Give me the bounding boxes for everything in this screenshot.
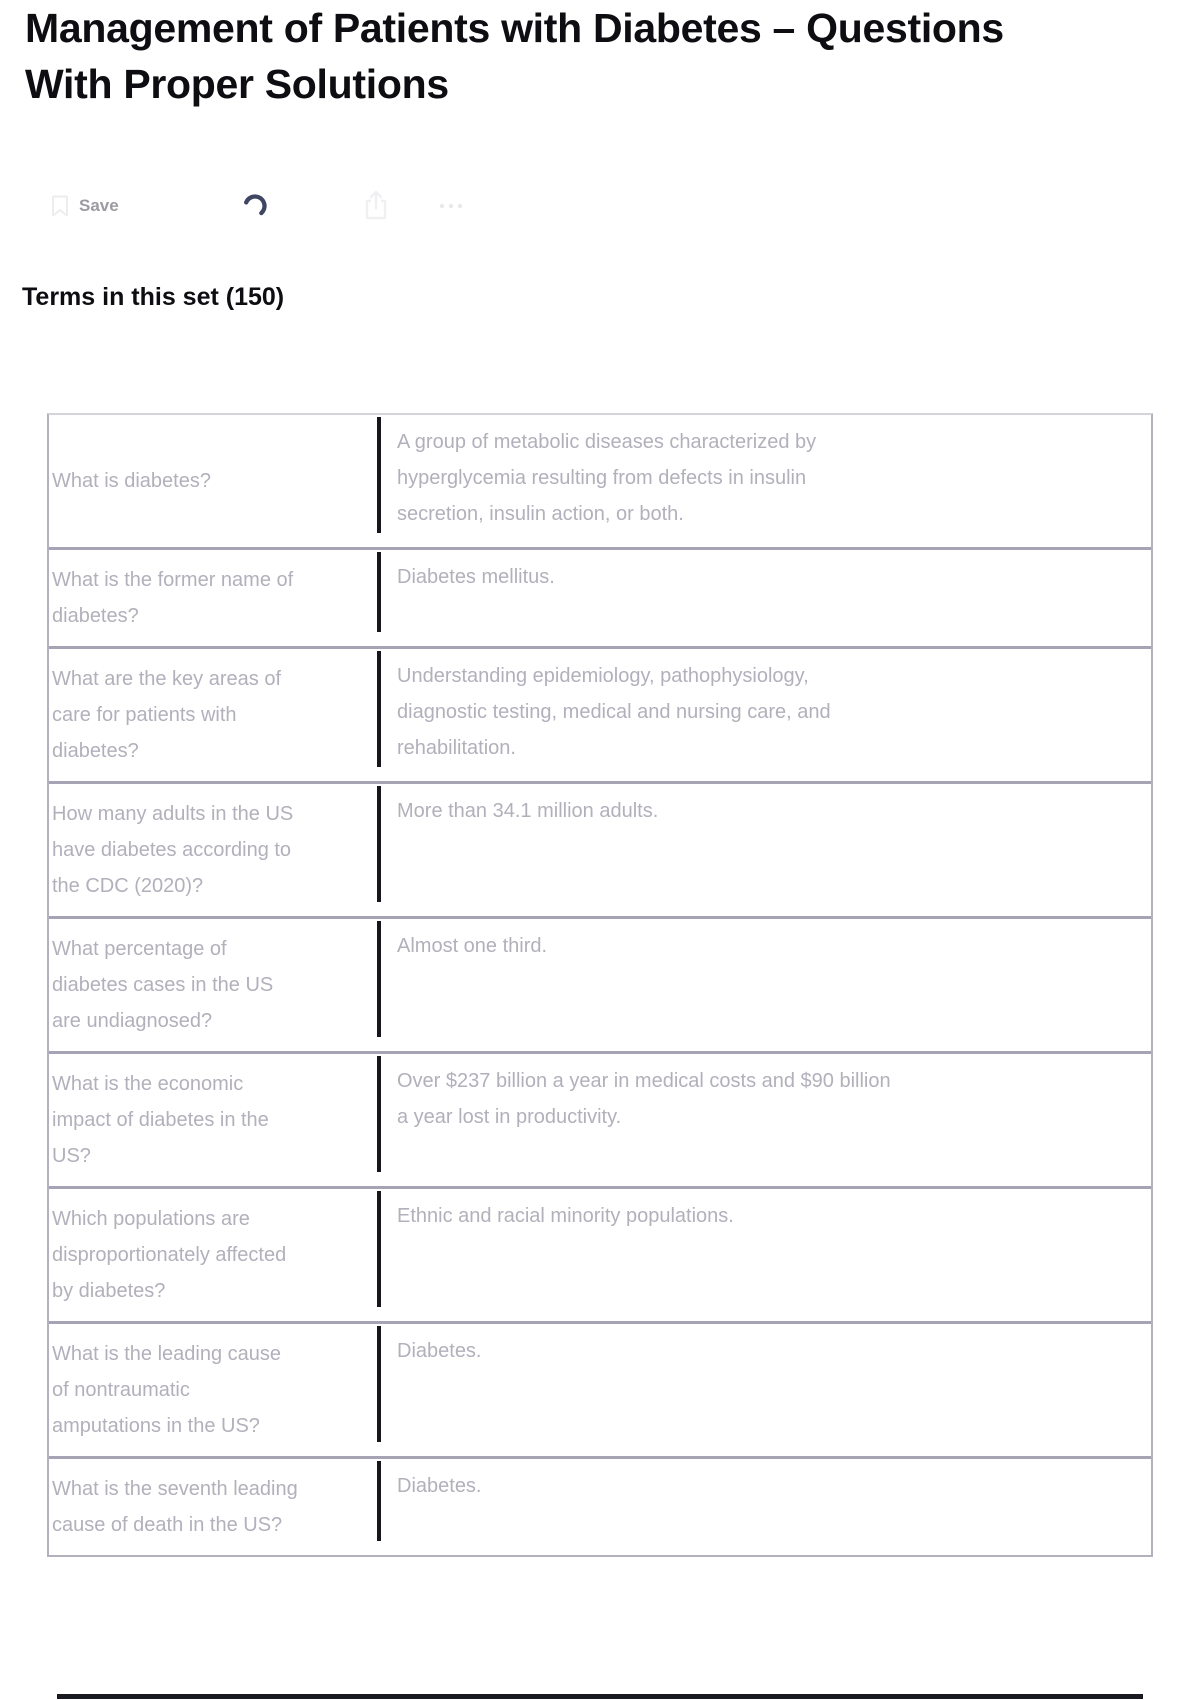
question-text: What is the former name of diabetes? xyxy=(52,569,294,627)
more-ellipsis-icon xyxy=(438,202,464,210)
answer-text: A group of metabolic diseases characteri… xyxy=(397,431,817,525)
term-question-cell: What is the economic impact of diabetes … xyxy=(49,1054,377,1186)
term-row: What is the former name of diabetes? Dia… xyxy=(49,547,1151,646)
term-answer-cell: Diabetes. xyxy=(381,1459,1151,1555)
question-text: What percentage of diabetes cases in the… xyxy=(52,938,274,1032)
question-text: What is diabetes? xyxy=(52,470,211,492)
term-answer-cell: Ethnic and racial minority populations. xyxy=(381,1189,1151,1321)
answer-text: Understanding epidemiology, pathophysiol… xyxy=(397,665,831,759)
term-answer-cell: More than 34.1 million adults. xyxy=(381,784,1151,916)
page-title: Management of Patients with Diabetes – Q… xyxy=(25,5,1004,107)
term-question-cell: How many adults in the US have diabetes … xyxy=(49,784,377,916)
column-divider xyxy=(377,1461,381,1541)
term-answer-cell: Diabetes. xyxy=(381,1324,1151,1456)
term-answer-cell: Understanding epidemiology, pathophysiol… xyxy=(381,649,1151,781)
bookmark-icon xyxy=(50,194,70,218)
term-answer-cell: A group of metabolic diseases characteri… xyxy=(381,415,1151,547)
term-row: What is the seventh leading cause of dea… xyxy=(49,1456,1151,1555)
loading-spinner-icon xyxy=(241,192,269,220)
more-button[interactable] xyxy=(438,202,464,210)
term-row: What are the key areas of care for patie… xyxy=(49,646,1151,781)
term-answer-cell: Diabetes mellitus. xyxy=(381,550,1151,646)
column-divider xyxy=(377,651,381,767)
answer-text: Diabetes. xyxy=(397,1340,482,1362)
term-answer-cell: Over $237 billion a year in medical cost… xyxy=(381,1054,1151,1186)
term-row: What is the economic impact of diabetes … xyxy=(49,1051,1151,1186)
question-text: What are the key areas of care for patie… xyxy=(52,668,282,762)
term-row: Which populations are disproportionately… xyxy=(49,1186,1151,1321)
question-text: How many adults in the US have diabetes … xyxy=(52,803,294,897)
toolbar: Save xyxy=(50,188,464,224)
answer-text: Almost one third. xyxy=(397,935,548,957)
term-question-cell: What is the former name of diabetes? xyxy=(49,550,377,646)
share-icon xyxy=(361,189,391,223)
question-text: What is the economic impact of diabetes … xyxy=(52,1073,269,1167)
answer-text: Diabetes mellitus. xyxy=(397,566,555,588)
column-divider xyxy=(377,1056,381,1172)
save-button[interactable]: Save xyxy=(50,194,119,218)
question-text: What is the seventh leading cause of dea… xyxy=(52,1478,298,1536)
term-row: What is diabetes? A group of metabolic d… xyxy=(49,415,1151,547)
column-divider xyxy=(377,786,381,902)
term-question-cell: What is diabetes? xyxy=(49,415,377,547)
column-divider xyxy=(377,921,381,1037)
terms-table: What is diabetes? A group of metabolic d… xyxy=(47,413,1153,1557)
question-text: What is the leading cause of nontraumati… xyxy=(52,1343,282,1437)
column-divider xyxy=(377,1326,381,1442)
question-text: Which populations are disproportionately… xyxy=(52,1208,287,1302)
share-button[interactable] xyxy=(361,189,391,223)
answer-text: Ethnic and racial minority populations. xyxy=(397,1205,734,1227)
term-question-cell: What are the key areas of care for patie… xyxy=(49,649,377,781)
answer-text: Diabetes. xyxy=(397,1475,482,1497)
term-question-cell: What is the seventh leading cause of dea… xyxy=(49,1459,377,1555)
column-divider xyxy=(377,552,381,632)
term-question-cell: What is the leading cause of nontraumati… xyxy=(49,1324,377,1456)
term-question-cell: What percentage of diabetes cases in the… xyxy=(49,919,377,1051)
column-divider xyxy=(377,417,381,533)
next-section-top-border xyxy=(57,1694,1143,1699)
column-divider xyxy=(377,1191,381,1307)
answer-text: More than 34.1 million adults. xyxy=(397,800,659,822)
save-label: Save xyxy=(79,196,119,215)
terms-count-heading: Terms in this set (150) xyxy=(22,283,285,311)
term-row: What is the leading cause of nontraumati… xyxy=(49,1321,1151,1456)
answer-text: Over $237 billion a year in medical cost… xyxy=(397,1070,891,1128)
term-question-cell: Which populations are disproportionately… xyxy=(49,1189,377,1321)
term-row: How many adults in the US have diabetes … xyxy=(49,781,1151,916)
term-answer-cell: Almost one third. xyxy=(381,919,1151,1051)
term-row: What percentage of diabetes cases in the… xyxy=(49,916,1151,1051)
